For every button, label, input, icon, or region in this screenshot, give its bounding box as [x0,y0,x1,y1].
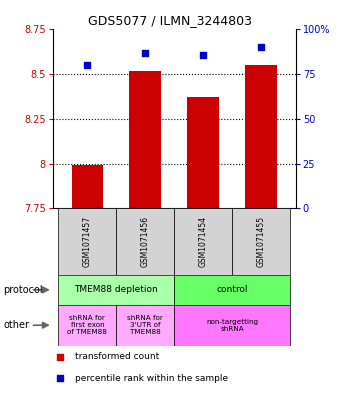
Bar [71,165,103,208]
Point [85,62,90,68]
Bar [187,97,219,208]
Bar [58,275,174,305]
Text: GSM1071454: GSM1071454 [199,216,208,267]
Text: percentile rank within the sample: percentile rank within the sample [74,374,228,383]
Bar [58,305,116,346]
Point [142,50,148,56]
Text: control: control [216,285,248,294]
Text: shRNA for
3'UTR of
TMEM88: shRNA for 3'UTR of TMEM88 [128,315,163,335]
Text: protocol: protocol [3,285,43,295]
Text: shRNA for
first exon
of TMEM88: shRNA for first exon of TMEM88 [68,315,107,335]
Bar [130,71,161,208]
Text: GSM1071456: GSM1071456 [141,216,150,267]
Text: transformed count: transformed count [74,352,159,361]
Bar [245,65,277,208]
Point [201,51,206,58]
Text: GSM1071457: GSM1071457 [83,216,92,267]
Text: non-targetting
shRNA: non-targetting shRNA [206,319,258,332]
Bar [116,208,174,275]
Text: other: other [3,320,29,330]
Bar [232,208,290,275]
Bar [116,305,174,346]
Text: GSM1071455: GSM1071455 [257,216,266,267]
Point [258,44,264,50]
Text: GDS5077 / ILMN_3244803: GDS5077 / ILMN_3244803 [88,14,252,27]
Text: TMEM88 depletion: TMEM88 depletion [74,285,158,294]
Bar [174,208,232,275]
Point [57,354,63,360]
Bar [58,208,116,275]
Bar [174,305,290,346]
Bar [174,275,290,305]
Point [57,375,63,381]
